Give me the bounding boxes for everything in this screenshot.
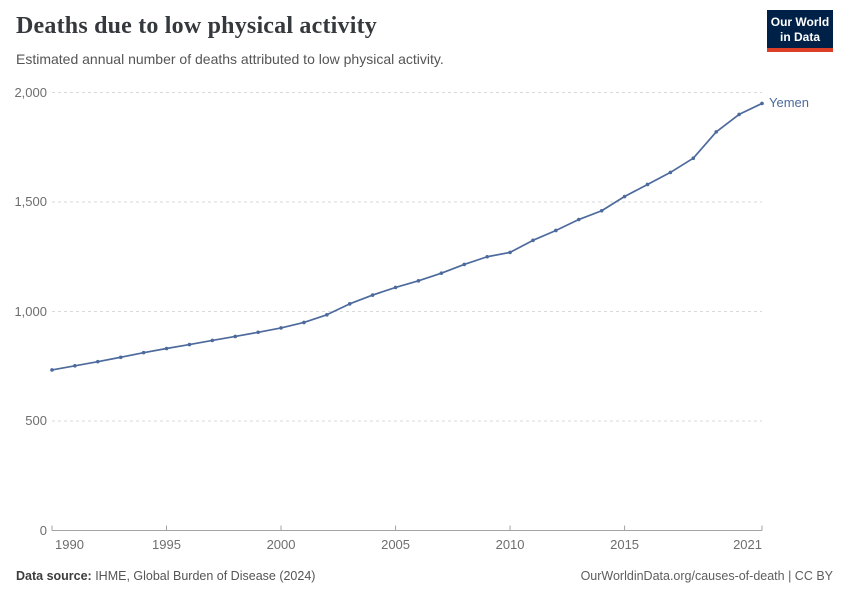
y-axis-tick-label: 0 bbox=[39, 522, 47, 538]
owid-logo-line2: in Data bbox=[779, 29, 820, 44]
x-axis-tick-label: 1995 bbox=[152, 536, 181, 552]
credit-link[interactable]: OurWorldinData.org/causes-of-death | CC … bbox=[580, 569, 833, 583]
y-axis-tick-label: 2,000 bbox=[14, 84, 47, 100]
x-axis-tick-label: 2015 bbox=[610, 536, 640, 552]
series-end-label-yemen[interactable]: Yemen bbox=[769, 95, 809, 111]
data-source-text: IHME, Global Burden of Disease (2024) bbox=[91, 569, 316, 583]
x-axis-tick-label: 2005 bbox=[381, 536, 411, 552]
owid-logo[interactable]: Our World in Data bbox=[767, 10, 833, 52]
chart-subtitle: Estimated annual number of deaths attrib… bbox=[16, 51, 444, 67]
owid-logo-line1: Our World bbox=[770, 15, 830, 29]
y-axis-tick-label: 1,000 bbox=[14, 303, 47, 319]
x-axis-tick-label: 1990 bbox=[55, 536, 84, 552]
data-source-label: Data source: bbox=[16, 569, 92, 583]
y-axis-tick-label: 500 bbox=[25, 413, 47, 428]
x-axis-tick-label: 2010 bbox=[495, 536, 525, 552]
page-title: Deaths due to low physical activity bbox=[16, 13, 377, 39]
data-source-note: Data source: IHME, Global Burden of Dise… bbox=[16, 569, 315, 583]
x-axis-tick-label: 2021 bbox=[733, 536, 762, 552]
y-axis-tick-label: 1,500 bbox=[14, 194, 47, 209]
x-axis-tick-label: 2000 bbox=[266, 536, 296, 552]
